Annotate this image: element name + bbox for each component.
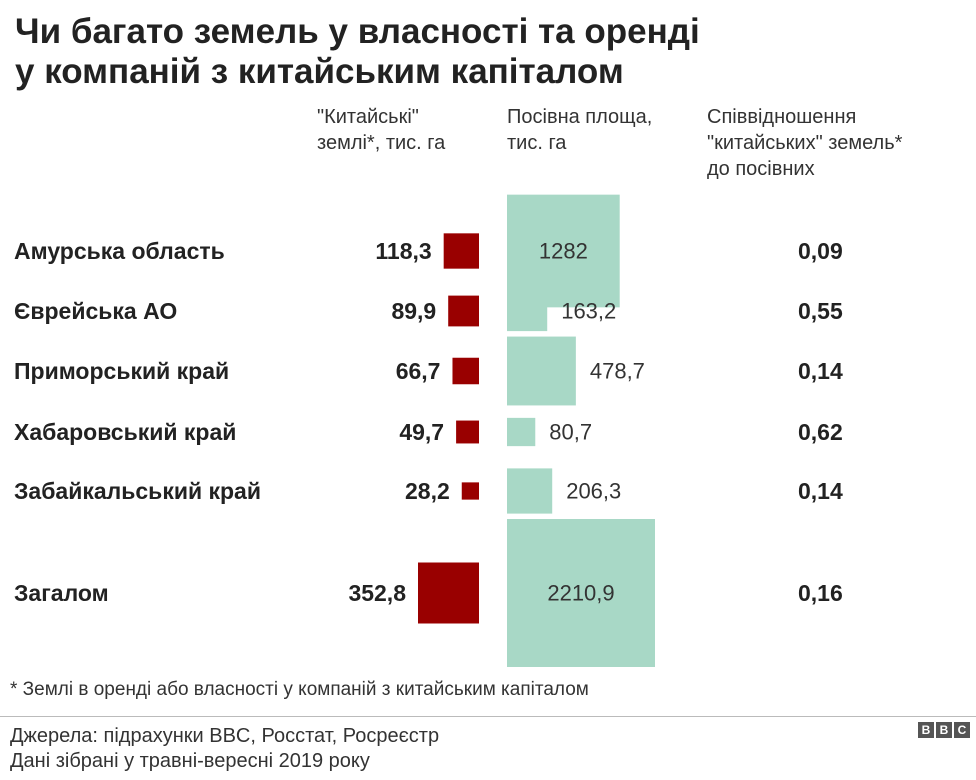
total-sown-area-value: 2210,9 bbox=[547, 581, 614, 606]
column-header-ratio: Співвідношення "китайських" земель* до п… bbox=[707, 106, 903, 180]
region-label: Приморський край bbox=[14, 358, 229, 384]
chinese-land-square bbox=[443, 233, 479, 269]
sown-area-square bbox=[507, 417, 536, 447]
sown-area-value: 478,7 bbox=[590, 359, 645, 384]
sources-line-2: Дані зібрані у травні-вересні 2019 року bbox=[10, 750, 370, 772]
sources-note: Джерела: підрахунки BBC, Росстат, Росреє… bbox=[10, 724, 439, 774]
bbc-logo: B B C bbox=[918, 722, 970, 738]
sources-line-1: Джерела: підрахунки BBC, Росстат, Росреє… bbox=[10, 725, 440, 747]
bbc-logo-letter: C bbox=[954, 722, 970, 738]
sown-area-value: 206,3 bbox=[566, 479, 621, 504]
region-label: Хабаровський край bbox=[14, 419, 236, 445]
column-header-sown-area: Посівна площа, тис. га bbox=[507, 106, 653, 154]
ratio-value: 0,55 bbox=[798, 298, 843, 324]
total-row-label: Загалом bbox=[14, 580, 109, 606]
bbc-logo-letter: B bbox=[918, 722, 934, 738]
sown-area-square bbox=[507, 468, 553, 514]
sown-area-square bbox=[507, 194, 620, 308]
chinese-land-square bbox=[456, 420, 479, 444]
ratio-value: 0,62 bbox=[798, 419, 843, 445]
chinese-land-square bbox=[461, 482, 479, 500]
chart-title: Чи багато земель у власності та оренді у… bbox=[15, 12, 945, 92]
chinese-land-value: 66,7 bbox=[396, 358, 441, 384]
region-label: Єврейська АО bbox=[14, 298, 177, 324]
region-label: Забайкальський край bbox=[14, 478, 261, 504]
bbc-logo-letter: B bbox=[936, 722, 952, 738]
total-chinese-land-value: 352,8 bbox=[348, 580, 406, 606]
chart-title-line-2: у компаній з китайським капіталом bbox=[15, 52, 624, 91]
chart-plot-area: Амурська область 118,3 1282 0,09 Єврейська А… bbox=[14, 194, 843, 667]
sown-area-value: 1282 bbox=[539, 239, 588, 264]
sown-area-square bbox=[507, 336, 576, 406]
ratio-value: 0,14 bbox=[798, 478, 843, 504]
chinese-land-square bbox=[452, 357, 479, 385]
footer-divider bbox=[0, 716, 976, 717]
footnote: * Землі в оренді або власності у компані… bbox=[10, 679, 589, 700]
chinese-land-square bbox=[448, 295, 479, 327]
ratio-value: 0,09 bbox=[798, 238, 843, 264]
column-header-chinese-land: "Китайські" землі*, тис. га bbox=[317, 106, 446, 154]
total-ratio-value: 0,16 bbox=[798, 580, 843, 606]
sown-area-value: 80,7 bbox=[549, 420, 592, 445]
chart-title-line-1: Чи багато земель у власності та оренді bbox=[15, 12, 700, 51]
chinese-land-value: 28,2 bbox=[405, 478, 450, 504]
chinese-land-value: 89,9 bbox=[391, 298, 436, 324]
ratio-value: 0,14 bbox=[798, 358, 843, 384]
sown-area-value: 163,2 bbox=[561, 299, 616, 324]
total-chinese-land-square bbox=[418, 562, 479, 624]
chinese-land-value: 118,3 bbox=[375, 238, 431, 264]
region-label: Амурська область bbox=[14, 238, 225, 264]
chinese-land-value: 49,7 bbox=[399, 419, 444, 445]
total-sown-area-square bbox=[507, 519, 655, 667]
sown-area-square bbox=[507, 290, 548, 332]
